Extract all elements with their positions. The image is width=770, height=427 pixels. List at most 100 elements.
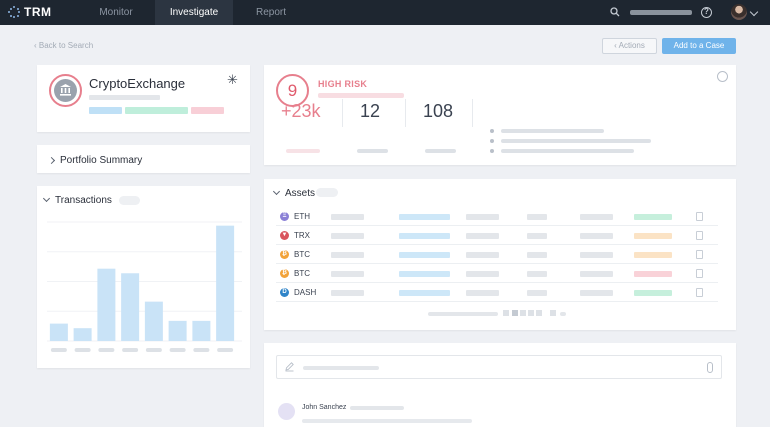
chart-bar[interactable] (97, 268, 116, 341)
entity-avatar (49, 74, 82, 107)
asset-symbol: TRX (294, 231, 310, 240)
portfolio-summary-title: Portfolio Summary (60, 155, 143, 166)
pagination-page[interactable] (528, 310, 534, 316)
stat-caption (425, 149, 456, 153)
actions-button[interactable]: ‹ Actions (602, 38, 657, 54)
asset-cell (331, 233, 364, 239)
note-placeholder (303, 366, 379, 370)
document-icon[interactable] (696, 269, 703, 278)
bullet-icon (490, 139, 494, 143)
search-icon[interactable] (610, 7, 620, 17)
summary-line (501, 149, 634, 153)
snowflake-icon[interactable]: ✳ (227, 72, 238, 87)
chevron-down-icon[interactable] (749, 7, 759, 17)
asset-row[interactable]: D DASH (276, 283, 718, 302)
asset-cell (466, 271, 499, 277)
note-author-avatar (278, 403, 295, 420)
asset-cell (331, 252, 364, 258)
transactions-card: Transactions (37, 186, 250, 368)
asset-row[interactable]: Ξ ETH (276, 207, 718, 226)
chart-bar[interactable] (144, 301, 163, 341)
pagination-info (428, 312, 498, 316)
document-icon[interactable] (696, 288, 703, 297)
risk-subtitle-placeholder (318, 93, 404, 98)
divider (342, 99, 343, 127)
asset-row[interactable]: ▼ TRX (276, 226, 718, 245)
note-input[interactable] (276, 355, 722, 379)
risk-level-label: HIGH RISK (318, 79, 368, 89)
entity-tag (89, 107, 122, 114)
entity-name: CryptoExchange (89, 76, 186, 91)
asset-row[interactable]: ₿ BTC (276, 264, 718, 283)
transactions-count-badge (119, 196, 140, 205)
pagination-prev[interactable] (503, 310, 509, 316)
attachment-icon[interactable] (707, 362, 713, 373)
entity-subtitle-placeholder (89, 95, 160, 100)
asset-cell (466, 290, 499, 296)
chart-bar[interactable] (168, 320, 187, 341)
chart-bar[interactable] (121, 273, 140, 341)
chart-tick-label (122, 348, 139, 352)
summary-line (501, 129, 604, 133)
user-avatar[interactable] (731, 4, 747, 20)
stat-value: +23k (281, 101, 321, 121)
asset-cell (527, 214, 547, 220)
pagination-page[interactable] (536, 310, 542, 316)
note-timestamp-placeholder (350, 406, 404, 410)
asset-cell (399, 214, 450, 220)
chevron-down-icon[interactable] (272, 187, 281, 196)
entity-tag (125, 107, 188, 114)
chart-tick-label (50, 348, 67, 352)
portfolio-summary-panel[interactable]: Portfolio Summary (37, 145, 250, 173)
chart-bar[interactable] (216, 225, 235, 341)
pagination-page[interactable] (512, 310, 518, 316)
asset-cell (580, 252, 613, 258)
bullet-icon (490, 149, 494, 153)
stat-caption (286, 149, 320, 153)
pagination-info (560, 312, 566, 316)
asset-cell (399, 271, 450, 277)
eth-coin-icon: Ξ (280, 212, 289, 221)
chart-bar[interactable] (192, 320, 211, 341)
asset-cell (331, 290, 364, 296)
divider (405, 99, 406, 127)
trx-coin-icon: ▼ (280, 231, 289, 240)
btc-coin-icon: ₿ (280, 250, 289, 259)
tab-monitor[interactable]: Monitor (99, 7, 133, 18)
help-icon[interactable]: ? (701, 7, 712, 18)
risk-card: 9 HIGH RISK +23k 12 108 (264, 65, 736, 165)
pagination-page[interactable] (520, 310, 526, 316)
risk-score: 9 (276, 74, 309, 107)
settings-icon[interactable] (717, 71, 728, 82)
tab-investigate[interactable]: Investigate (155, 0, 233, 25)
asset-symbol: DASH (294, 288, 317, 297)
divider (472, 99, 473, 127)
document-icon[interactable] (696, 250, 703, 259)
note-text-placeholder (302, 419, 472, 423)
notes-card: John Sanchez (264, 343, 736, 427)
add-to-case-button[interactable]: Add to a Case (662, 38, 736, 54)
back-to-search-link[interactable]: ‹ Back to Search (34, 41, 94, 50)
tab-report[interactable]: Report (255, 7, 286, 18)
chart-bar[interactable] (49, 323, 68, 341)
asset-cell (527, 271, 547, 277)
asset-risk-tag (634, 290, 672, 296)
asset-cell (580, 214, 613, 220)
dash-coin-icon: D (280, 288, 289, 297)
asset-cell (466, 214, 499, 220)
asset-cell (527, 290, 547, 296)
chart-tick-label (74, 348, 91, 352)
search-input[interactable] (630, 10, 692, 15)
transactions-title: Transactions (55, 195, 112, 206)
trm-logo[interactable]: TRM (8, 5, 52, 19)
chart-bar[interactable] (73, 328, 92, 341)
assets-card: Assets Ξ ETH ▼ TRX ₿ BTC ₿ BTC D DASH (264, 179, 736, 330)
asset-row[interactable]: ₿ BTC (276, 245, 718, 264)
asset-symbol: BTC (294, 269, 310, 278)
pagination-next[interactable] (550, 310, 556, 316)
btc-coin-icon: ₿ (280, 269, 289, 278)
document-icon[interactable] (696, 212, 703, 221)
chevron-down-icon[interactable] (42, 194, 51, 203)
asset-cell (466, 233, 499, 239)
document-icon[interactable] (696, 231, 703, 240)
